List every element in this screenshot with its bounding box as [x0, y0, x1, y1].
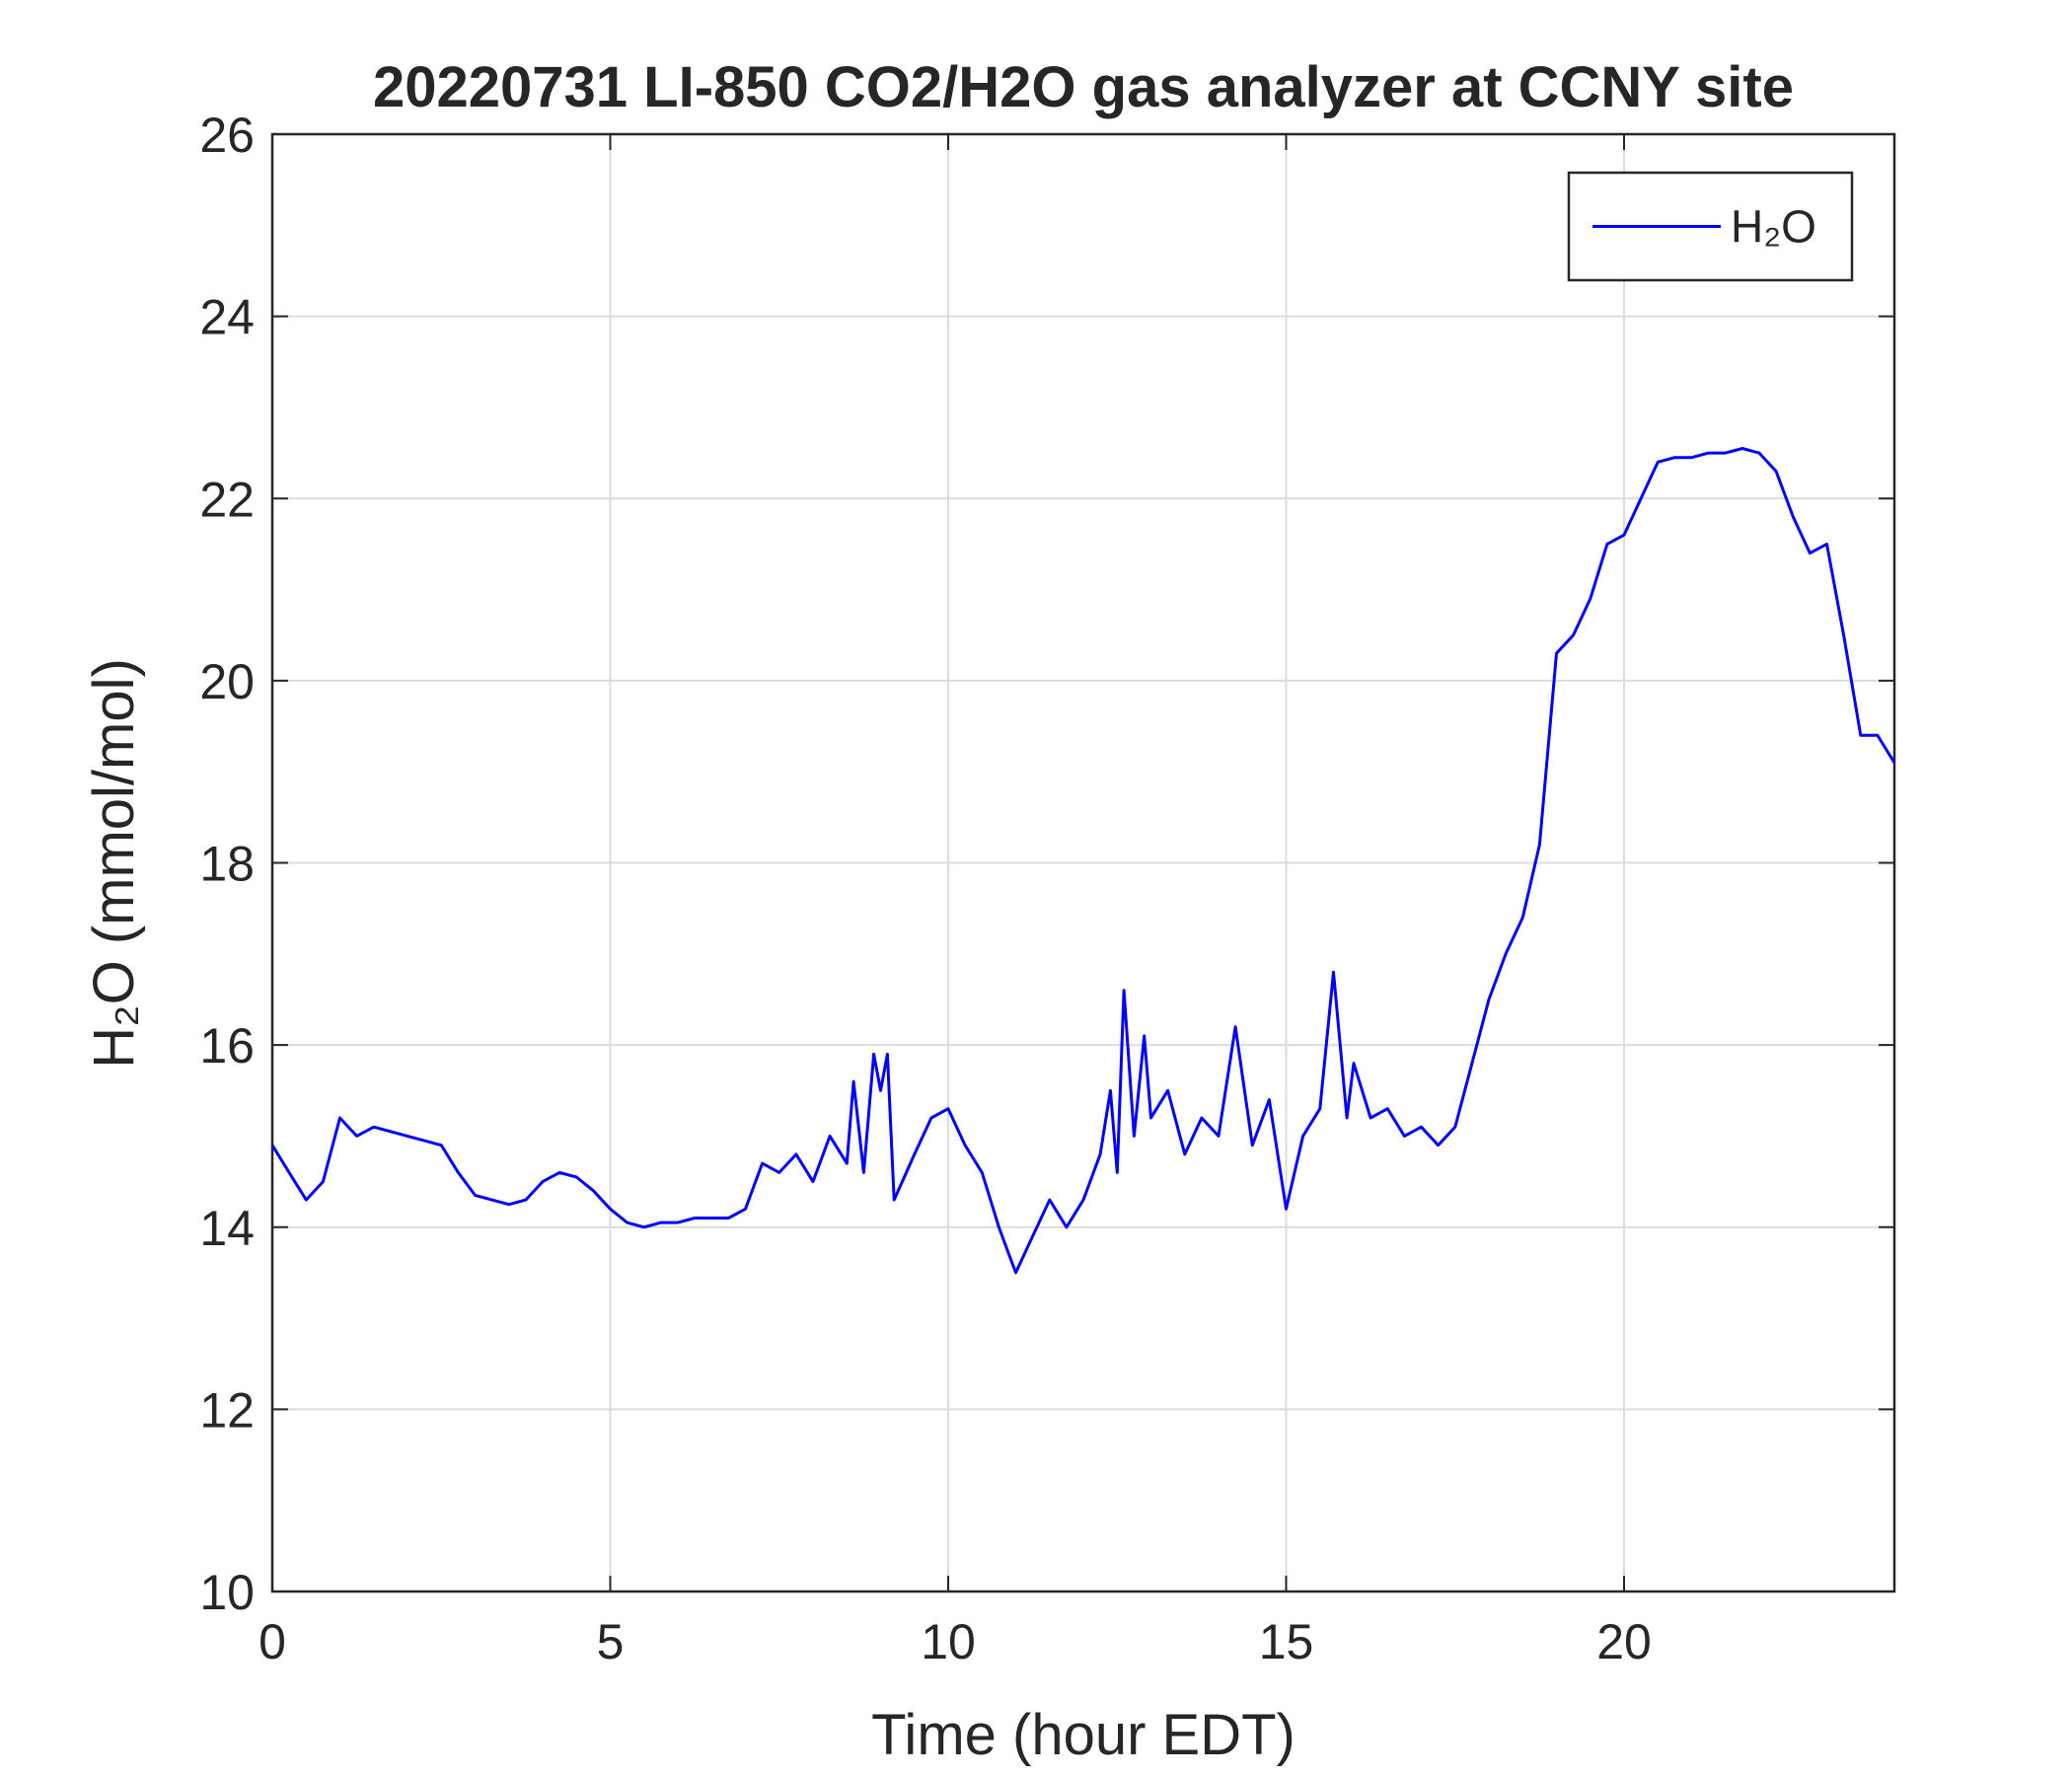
x-tick-label: 5: [597, 1614, 625, 1669]
legend-label: H₂O: [1731, 201, 1816, 253]
y-tick-label: 20: [199, 654, 255, 709]
y-tick-label: 14: [199, 1201, 255, 1256]
x-tick-label: 15: [1259, 1614, 1314, 1669]
y-tick-label: 26: [199, 108, 255, 163]
axes-box: [270, 132, 1896, 1593]
x-axis-label: Time (hour EDT): [871, 1703, 1295, 1767]
y-tick-label: 16: [199, 1018, 255, 1073]
y-tick-label: 18: [199, 837, 255, 892]
y-tick-label: 22: [199, 472, 255, 527]
y-axis-label: H₂O (mmol/mol): [82, 658, 146, 1069]
x-tick-label: 0: [259, 1614, 286, 1669]
chart-title: 20220731 LI-850 CO2/H2O gas analyzer at …: [373, 55, 1794, 119]
data-line: [270, 447, 1896, 1275]
y-tick-label: 12: [199, 1382, 255, 1438]
x-tick-label: 10: [921, 1614, 976, 1669]
x-tick-label: 20: [1596, 1614, 1652, 1669]
y-tick-label: 24: [199, 290, 255, 345]
y-tick-label: 10: [199, 1565, 255, 1620]
